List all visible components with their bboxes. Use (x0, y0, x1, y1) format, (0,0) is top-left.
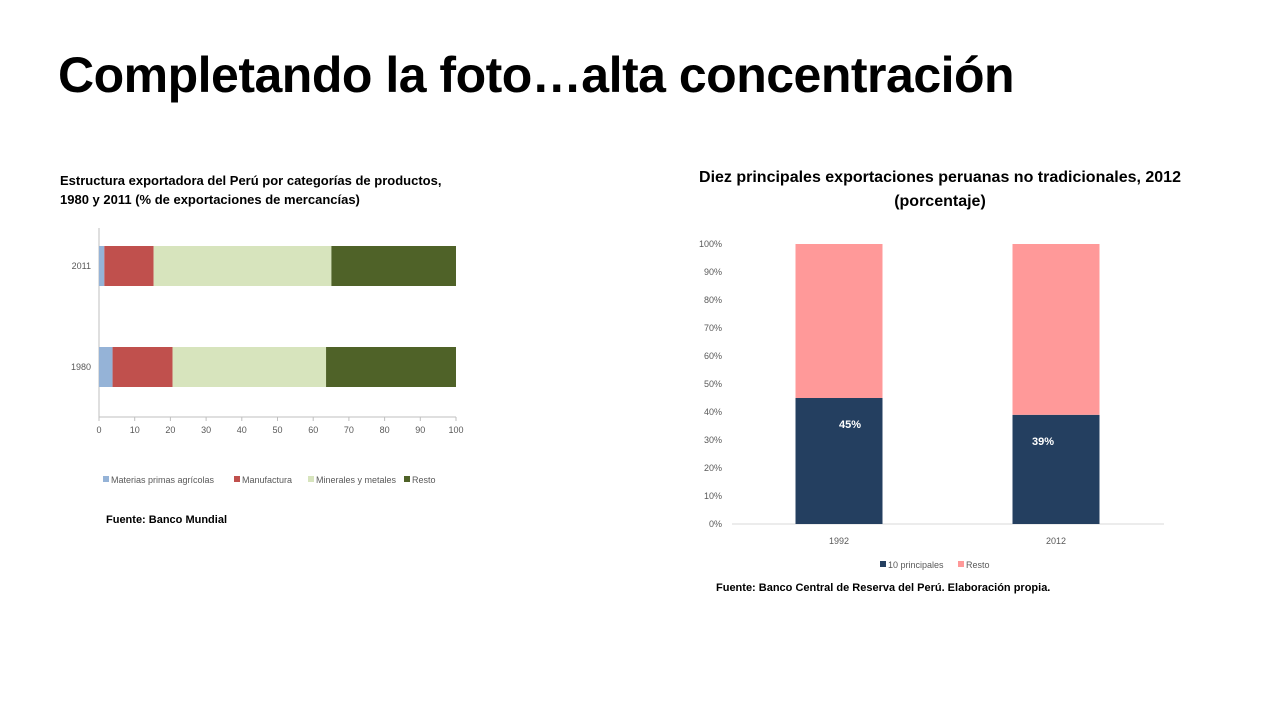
bar-segment-manufactura-2011 (104, 246, 154, 286)
legend-swatch-manufactura (234, 476, 240, 482)
legend-label-resto: Resto (966, 560, 990, 570)
y-tick-label: 50% (704, 379, 722, 389)
legend-swatch-minerales-y-metales (308, 476, 314, 482)
bar-segment-resto-1992 (795, 244, 883, 398)
legend-swatch-10-principales (880, 561, 886, 567)
y-tick-label: 70% (704, 323, 722, 333)
x-tick-label: 20 (165, 425, 175, 435)
bar-segment-10-principales-2012 (1012, 414, 1100, 524)
legend-label-manufactura: Manufactura (242, 475, 292, 485)
legend-label-minerales-y-metales: Minerales y metales (316, 475, 397, 485)
bar-segment-minerales-y-metales-1980 (172, 347, 327, 387)
y-tick-label: 20% (704, 463, 722, 473)
y-tick-label: 40% (704, 407, 722, 417)
y-tick-label: 0% (709, 519, 722, 529)
x-tick-label: 70 (344, 425, 354, 435)
x-tick-label: 80 (380, 425, 390, 435)
category-label: 1980 (71, 362, 91, 372)
bar-segment-materias-primas-agricolas-2011 (99, 246, 105, 286)
y-tick-label: 100% (699, 239, 722, 249)
right-chart-source: Fuente: Banco Central de Reserva del Per… (716, 582, 1051, 594)
y-tick-label: 60% (704, 351, 722, 361)
y-tick-label: 10% (704, 491, 722, 501)
category-label: 2012 (1046, 536, 1066, 546)
left-chart-title-line2: 1980 y 2011 (% de exportaciones de merca… (60, 192, 360, 207)
bar-segment-minerales-y-metales-2011 (153, 246, 332, 286)
x-tick-label: 60 (308, 425, 318, 435)
legend-swatch-materias-primas-agricolas (103, 476, 109, 482)
legend-label-10-principales: 10 principales (888, 560, 944, 570)
category-label: 1992 (829, 536, 849, 546)
y-tick-label: 80% (704, 295, 722, 305)
x-tick-label: 50 (272, 425, 282, 435)
y-tick-label: 30% (704, 435, 722, 445)
x-tick-label: 30 (201, 425, 211, 435)
x-tick-label: 40 (237, 425, 247, 435)
bar-segment-resto-2011 (331, 246, 456, 286)
x-tick-label: 10 (130, 425, 140, 435)
legend-label-materias-primas-agricolas: Materias primas agrícolas (111, 475, 215, 485)
bar-segment-resto-2012 (1012, 244, 1100, 415)
right-chart-title: Diez principales exportaciones peruanas … (640, 166, 1240, 214)
right-chart-title-line2: (porcentaje) (894, 193, 986, 210)
data-label: 39% (1032, 436, 1054, 448)
bar-segment-materias-primas-agricolas-1980 (99, 347, 113, 387)
bar-segment-resto-1980 (326, 347, 456, 387)
bar-segment-10-principales-1992 (795, 398, 883, 524)
y-tick-label: 90% (704, 267, 722, 277)
right-chart-title-line1: Diez principales exportaciones peruanas … (699, 169, 1181, 186)
slide-title: Completando la foto…alta concentración (58, 47, 1015, 103)
left-chart-title-line1: Estructura exportadora del Perú por cate… (60, 173, 442, 188)
bar-segment-manufactura-1980 (112, 347, 173, 387)
legend-label-resto: Resto (412, 475, 436, 485)
category-label: 2011 (72, 261, 91, 271)
legend-swatch-resto (404, 476, 410, 482)
left-chart-title: Estructura exportadora del Perú por cate… (60, 171, 480, 209)
left-chart-source: Fuente: Banco Mundial (106, 514, 227, 526)
legend-swatch-resto (958, 561, 964, 567)
x-tick-label: 0 (96, 425, 101, 435)
x-tick-label: 100 (448, 425, 463, 435)
data-label: 45% (839, 419, 861, 431)
x-tick-label: 90 (415, 425, 425, 435)
